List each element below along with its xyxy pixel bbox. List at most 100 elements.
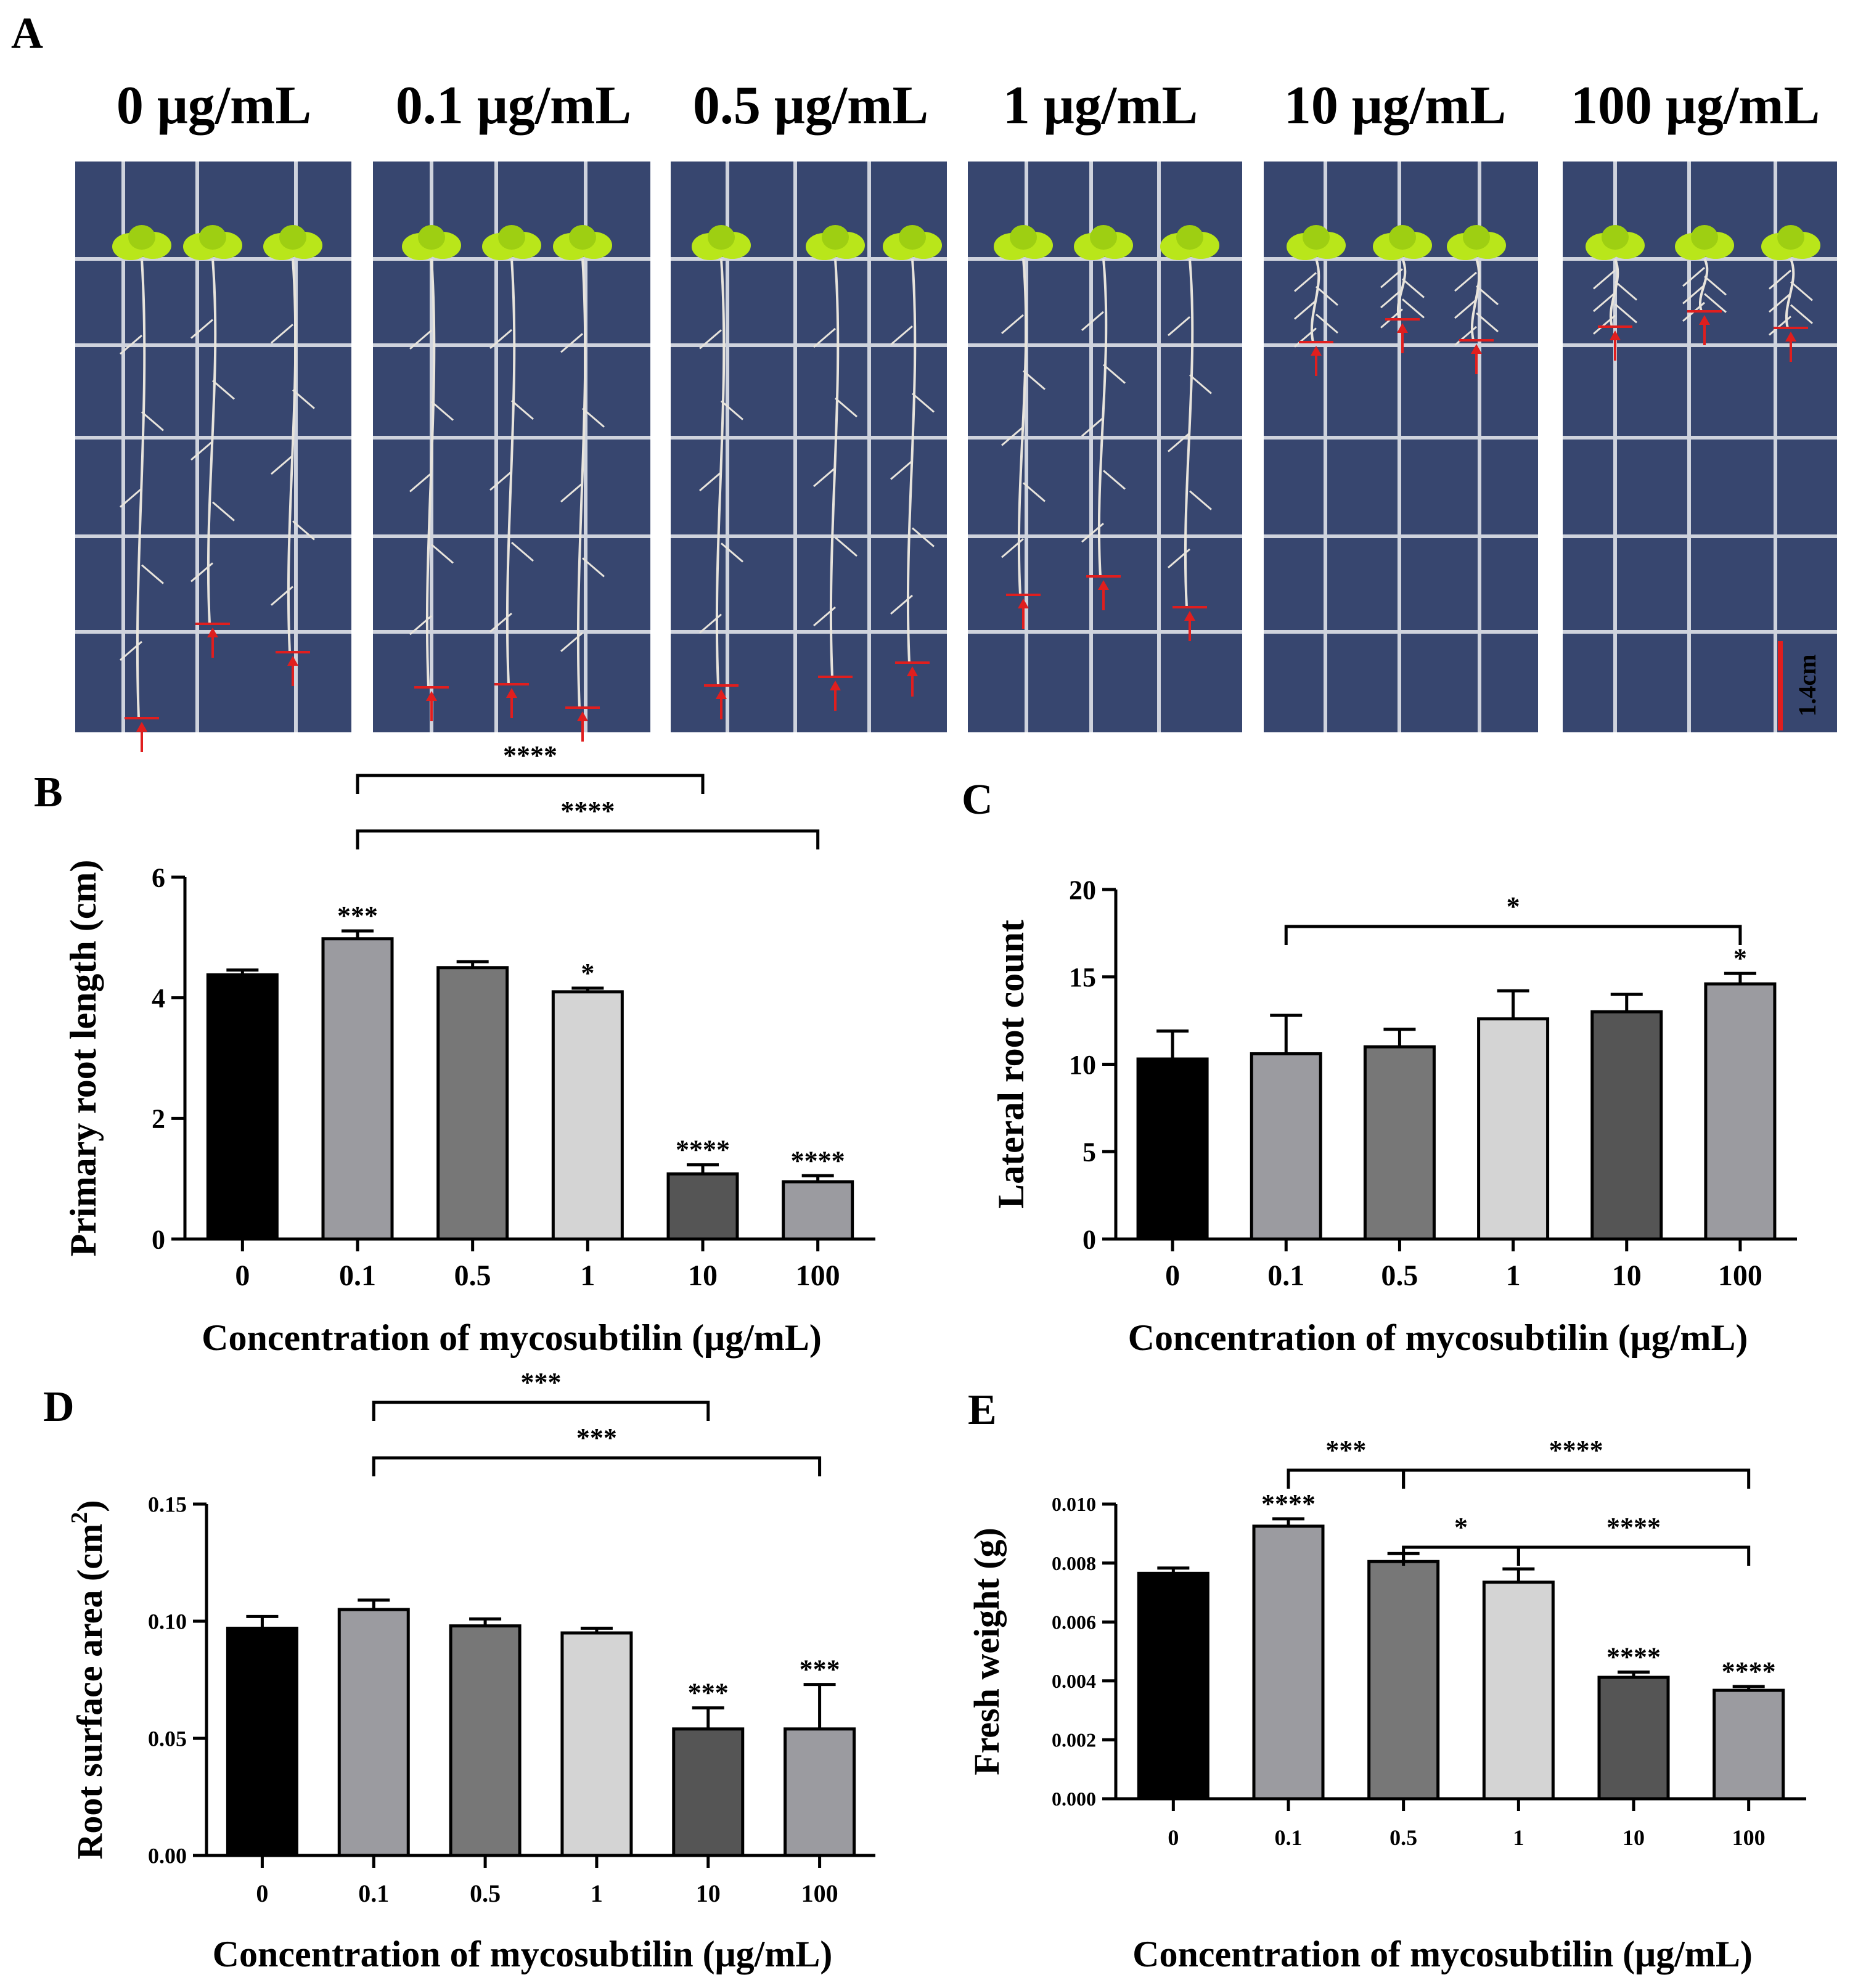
y-tick-label: 0.002 <box>1052 1729 1096 1751</box>
seedling-root <box>1097 258 1108 577</box>
plate-label-0.5: 0.5 μg/mL <box>693 76 928 136</box>
plate-0 μg/mL <box>75 162 351 752</box>
x-tick-label: 0 <box>256 1880 268 1907</box>
lateral-root <box>409 472 432 493</box>
root-tip-arrowhead <box>577 711 588 721</box>
lateral-root <box>1023 370 1046 390</box>
x-tick-label: 0 <box>1168 1825 1179 1850</box>
lateral-root <box>212 380 235 400</box>
bar-0.5 <box>436 966 509 1241</box>
x-tick-label: 1 <box>1513 1825 1524 1850</box>
bar-0.5 <box>1363 1045 1436 1241</box>
seedling-leaf <box>1777 225 1804 250</box>
significance-bracket <box>356 829 820 849</box>
seedling-root <box>906 258 917 663</box>
bracket-label: **** <box>1549 1435 1603 1465</box>
lateral-root <box>190 319 213 339</box>
y-tick-label: 0 <box>152 1224 165 1254</box>
bar-0.1 <box>1252 1524 1325 1801</box>
root-tip-arrowhead <box>1098 580 1109 590</box>
seedling-root <box>425 258 436 688</box>
bar-0.5 <box>449 1624 522 1857</box>
y-tick-label: 0.006 <box>1052 1611 1096 1633</box>
lateral-root <box>1001 314 1024 334</box>
lateral-root <box>1294 327 1317 348</box>
seedling-root <box>207 258 217 624</box>
lateral-root <box>1790 304 1813 324</box>
y-tick-label: 20 <box>1069 875 1096 905</box>
lateral-root <box>409 615 432 636</box>
bar-10 <box>1597 1675 1670 1801</box>
x-tick-label: 1 <box>580 1259 595 1292</box>
seedling-root <box>576 258 587 708</box>
lateral-root <box>1454 271 1477 292</box>
root-tip-arrowhead <box>1471 344 1482 354</box>
lateral-root <box>1682 284 1705 305</box>
lateral-root <box>560 333 583 353</box>
y-tick-label: 0.008 <box>1052 1552 1096 1574</box>
y-tick-label: 10 <box>1069 1050 1096 1080</box>
lateral-root <box>699 329 722 350</box>
significance-bracket <box>372 1456 822 1476</box>
seedling-leaf <box>899 225 926 250</box>
lateral-root <box>1476 285 1499 306</box>
plate-1 μg/mL <box>968 162 1242 732</box>
plate-label-0.1: 0.1 μg/mL <box>396 76 631 136</box>
bracket-label: **** <box>560 796 615 826</box>
bracket-label: * <box>1507 891 1520 922</box>
lateral-root <box>1593 292 1616 313</box>
x-tick-label: 0 <box>235 1259 250 1292</box>
lateral-root <box>1790 281 1813 301</box>
seedling-root <box>1017 258 1028 595</box>
significance-label: *** <box>800 1655 840 1685</box>
significance-label: **** <box>1261 1489 1316 1519</box>
lateral-root <box>292 520 315 541</box>
y-axis-label: Primary root length (cm) <box>63 860 104 1257</box>
seedling-leaf <box>1010 225 1037 250</box>
lateral-root <box>813 467 836 488</box>
bar-10 <box>1590 1010 1663 1241</box>
lateral-root <box>1402 278 1425 298</box>
bar-0 <box>206 973 279 1241</box>
seedling-leaf <box>1389 225 1416 250</box>
lateral-root <box>1614 280 1637 301</box>
lateral-root <box>141 411 164 432</box>
root-tip-arrowhead <box>1018 599 1029 608</box>
y-tick-label: 15 <box>1069 962 1096 992</box>
seedling-root <box>829 258 840 677</box>
lateral-root <box>582 557 605 578</box>
x-tick-label: 10 <box>696 1880 721 1907</box>
x-tick-label: 0.1 <box>1275 1825 1303 1850</box>
y-tick-label: 0.05 <box>148 1727 187 1751</box>
panel-d-letter: D <box>43 1383 75 1431</box>
significance-label: * <box>581 958 594 988</box>
lateral-root <box>1294 300 1317 320</box>
x-axis-label: Concentration of mycosubtilin (μg/mL) <box>1132 1934 1753 1974</box>
lateral-root <box>835 397 857 418</box>
y-axis-label: Root surface area (cm2) <box>67 1500 110 1859</box>
seedling-leaf <box>1176 225 1203 250</box>
lateral-root <box>1103 470 1126 490</box>
chart-root-surface-area: D 0.00 0.05 0.10 0.15 0 0.1 0.5 1 10 *** 100 *** ***… <box>43 1367 875 1974</box>
lateral-root <box>271 586 293 606</box>
lateral-root <box>1682 267 1705 287</box>
lateral-root <box>1316 313 1338 334</box>
y-tick-label: 0.00 <box>148 1844 187 1868</box>
y-tick-label: 0.10 <box>148 1610 187 1634</box>
seedling-root <box>505 258 516 685</box>
y-tick-label: 0.15 <box>148 1492 187 1517</box>
lateral-root <box>190 562 213 583</box>
seedling-leaf <box>418 225 445 250</box>
panel-b-letter: B <box>34 769 63 816</box>
root-tip-arrowhead <box>907 666 918 676</box>
plate-0.1 μg/mL <box>373 162 650 742</box>
bar-100 <box>1713 1688 1785 1801</box>
x-tick-label: 1 <box>1506 1259 1521 1292</box>
seedling-leaf <box>199 225 226 250</box>
x-axis-label: Concentration of mycosubtilin (μg/mL) <box>213 1934 833 1974</box>
root-tip-arrowhead <box>207 628 218 637</box>
y-tick-label: 0.010 <box>1052 1493 1096 1515</box>
y-tick-label: 6 <box>152 862 165 893</box>
panel-e-letter: E <box>968 1386 997 1434</box>
